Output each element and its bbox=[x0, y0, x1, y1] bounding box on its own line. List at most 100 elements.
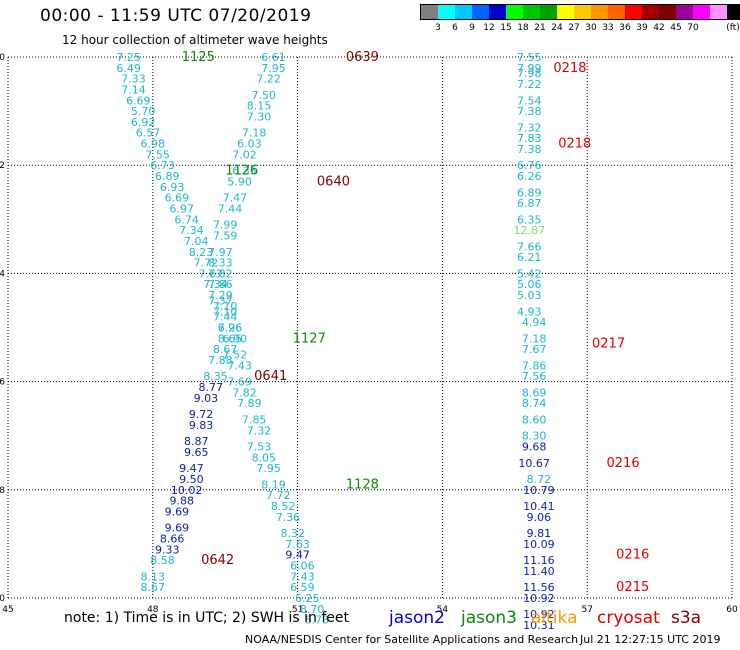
legend-swatch bbox=[506, 5, 523, 19]
legend-unit: (ft) bbox=[726, 23, 740, 33]
data-point-label: 8.33 bbox=[208, 257, 233, 270]
data-point-label: 7.59 bbox=[213, 230, 238, 243]
data-point-label: 6.90 bbox=[223, 332, 248, 345]
data-point-label: 6.73 bbox=[150, 159, 175, 172]
data-point-label: 7.44 bbox=[218, 202, 243, 215]
legend-swatch bbox=[421, 5, 438, 19]
data-point-label: 7.55 bbox=[145, 148, 170, 161]
footer-timestamp: Jul 21 12:27:15 UTC 2019 bbox=[580, 633, 721, 646]
track-time-label: 0640 bbox=[317, 174, 350, 189]
data-point-label: 7.98 bbox=[517, 67, 542, 80]
track-time-label: 0642 bbox=[201, 553, 234, 568]
data-point-label: 6.06 bbox=[290, 560, 315, 573]
data-point-label: 9.83 bbox=[189, 419, 214, 432]
legend-swatch bbox=[489, 5, 506, 19]
data-point-label: 9.47 bbox=[285, 549, 310, 562]
y-tick-label: -2 bbox=[0, 161, 5, 171]
data-point-label: 10.09 bbox=[523, 538, 555, 551]
footer-credit: NOAA/NESDIS Center for Satellite Applica… bbox=[245, 633, 579, 646]
data-point-label: 7.50 bbox=[252, 89, 277, 102]
data-point-label: 9.81 bbox=[527, 527, 552, 540]
data-point-label: 6.98 bbox=[141, 138, 166, 151]
legend-swatches bbox=[420, 4, 740, 20]
data-point-label: 7.44 bbox=[213, 311, 238, 324]
data-point-label: 6.89 bbox=[517, 186, 542, 199]
legend-tick: 6 bbox=[452, 23, 458, 33]
data-point-label: 7.82 bbox=[232, 386, 257, 399]
data-point-label: 9.50 bbox=[179, 473, 204, 486]
y-tick-label: -10 bbox=[0, 594, 5, 604]
data-point-label: 7.47 bbox=[223, 192, 248, 205]
data-point-label: 10.79 bbox=[523, 484, 555, 497]
x-tick-label: 48 bbox=[147, 605, 159, 615]
track-time-label: 1128 bbox=[346, 477, 379, 492]
data-point-label: 10.92 bbox=[523, 608, 555, 621]
legend-swatch bbox=[591, 5, 608, 19]
data-point-label: 7.82 bbox=[208, 267, 233, 280]
data-point-label: 11.56 bbox=[523, 581, 555, 594]
legend-swatch bbox=[438, 5, 455, 19]
data-point-label: 7.67 bbox=[198, 267, 223, 280]
y-tick-label: -8 bbox=[0, 486, 5, 496]
track-time-label: 0216 bbox=[607, 456, 640, 471]
data-point-label: 7.86 bbox=[522, 359, 547, 372]
legend-tick: 18 bbox=[517, 23, 529, 33]
data-point-label: 9.03 bbox=[194, 392, 219, 405]
data-point-label: 8.65 bbox=[218, 332, 243, 345]
data-point-label: 7.55 bbox=[517, 51, 542, 64]
satellite-s3a: s3a bbox=[671, 608, 702, 628]
data-point-label: 4.94 bbox=[522, 316, 547, 329]
data-point-label: 7.22 bbox=[517, 78, 542, 91]
data-point-label: 11.40 bbox=[523, 565, 555, 578]
data-point-label: 7.33 bbox=[121, 73, 146, 86]
legend-ticks: 3 6 9 12 15 18 21 24 27 30 33 36 39 42 45 70 (ft) bbox=[420, 20, 740, 34]
chart-subtitle: 12 hour collection of altimeter wave hei… bbox=[62, 33, 328, 47]
data-point-label: 7.95 bbox=[256, 462, 281, 475]
data-point-label: 6.69 bbox=[126, 94, 151, 107]
data-point-label: 11.16 bbox=[523, 554, 555, 567]
data-point-label: 7.14 bbox=[121, 83, 146, 96]
data-point-label: 7.85 bbox=[242, 413, 267, 426]
data-point-label: 7.95 bbox=[261, 62, 286, 75]
data-point-label: 6.92 bbox=[131, 116, 156, 129]
data-point-label: 6.35 bbox=[232, 165, 257, 178]
track-time-label: 0215 bbox=[616, 580, 649, 595]
data-point-label: 7.34 bbox=[179, 224, 204, 237]
legend-swatch bbox=[557, 5, 574, 19]
y-tick-label: 0 bbox=[0, 53, 5, 63]
data-point-label: 7.67 bbox=[522, 343, 547, 356]
track-time-label: 0216 bbox=[616, 548, 649, 563]
legend-swatch bbox=[710, 5, 727, 19]
data-point-label: 6.97 bbox=[170, 202, 195, 215]
data-point-label: 9.72 bbox=[189, 408, 214, 421]
data-point-label: 8.67 bbox=[213, 343, 238, 356]
data-point-label: 6.89 bbox=[155, 170, 180, 183]
data-point-label: 7.72 bbox=[194, 257, 219, 270]
data-point-label: 8.74 bbox=[522, 397, 547, 410]
legend-tick: 21 bbox=[534, 23, 546, 33]
satellite-cryosat: cryosat bbox=[597, 608, 660, 628]
y-tick-label: -6 bbox=[0, 378, 5, 388]
data-point-label: 10.02 bbox=[171, 484, 203, 497]
data-point-label: 9.33 bbox=[155, 543, 180, 556]
data-point-label: 6.03 bbox=[237, 138, 262, 151]
legend-swatch bbox=[727, 5, 740, 19]
data-point-label: 8.72 bbox=[527, 473, 552, 486]
data-point-label: 7.04 bbox=[184, 235, 209, 248]
data-point-label: 7.54 bbox=[517, 94, 542, 107]
data-point-label: 6.57 bbox=[136, 127, 161, 140]
data-point-label: 9.68 bbox=[522, 441, 547, 454]
data-point-label: 10.92 bbox=[523, 592, 555, 605]
data-point-label: 7.69 bbox=[227, 376, 252, 389]
data-point-label: 7.38 bbox=[517, 105, 542, 118]
data-point-label: 7.89 bbox=[237, 397, 262, 410]
legend-swatch bbox=[693, 5, 710, 19]
data-point-label: 6.61 bbox=[261, 51, 286, 64]
data-point-label: 7.30 bbox=[247, 111, 272, 124]
data-point-label: 8.87 bbox=[184, 435, 209, 448]
legend-swatch bbox=[625, 5, 642, 19]
data-point-label: 7.37 bbox=[208, 294, 233, 307]
track-time-label: 0217 bbox=[592, 337, 625, 352]
data-point-label: 8.66 bbox=[160, 532, 185, 545]
data-point-label: 5.70 bbox=[131, 105, 156, 118]
